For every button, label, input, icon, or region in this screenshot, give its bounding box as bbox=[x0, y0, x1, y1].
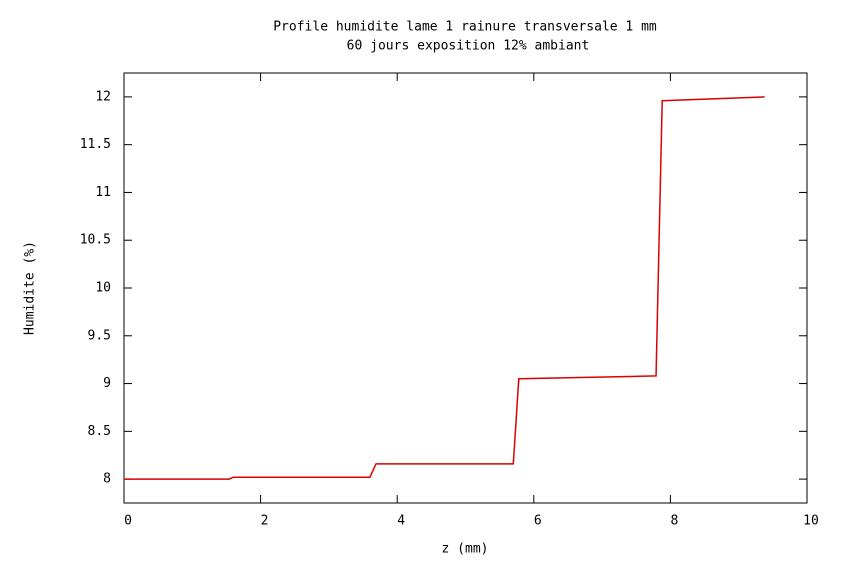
x-tick-label: 4 bbox=[397, 514, 405, 529]
x-tick-label: 0 bbox=[124, 514, 132, 529]
y-tick-label: 11.5 bbox=[80, 137, 111, 152]
y-tick-label: 9.5 bbox=[88, 328, 111, 343]
y-tick-label: 10.5 bbox=[80, 233, 111, 248]
y-tick-label: 9 bbox=[103, 376, 111, 391]
x-tick-label: 6 bbox=[534, 514, 542, 529]
x-tick-label: 10 bbox=[803, 514, 819, 529]
x-tick-label: 8 bbox=[670, 514, 678, 529]
data-line bbox=[124, 96, 765, 480]
y-tick-label: 8 bbox=[103, 472, 111, 487]
x-tick-label: 2 bbox=[261, 514, 269, 529]
x-axis-label: z (mm) bbox=[442, 542, 489, 557]
chart-title: Profile humidite lame 1 rainure transver… bbox=[273, 20, 657, 35]
y-axis-label: Humidite (%) bbox=[23, 241, 38, 335]
y-tick-label: 11 bbox=[95, 185, 111, 200]
chart-subtitle: 60 jours exposition 12% ambiant bbox=[347, 39, 590, 54]
y-tick-label: 12 bbox=[95, 89, 111, 104]
y-tick-label: 8.5 bbox=[88, 424, 111, 439]
y-tick-label: 10 bbox=[95, 281, 111, 296]
